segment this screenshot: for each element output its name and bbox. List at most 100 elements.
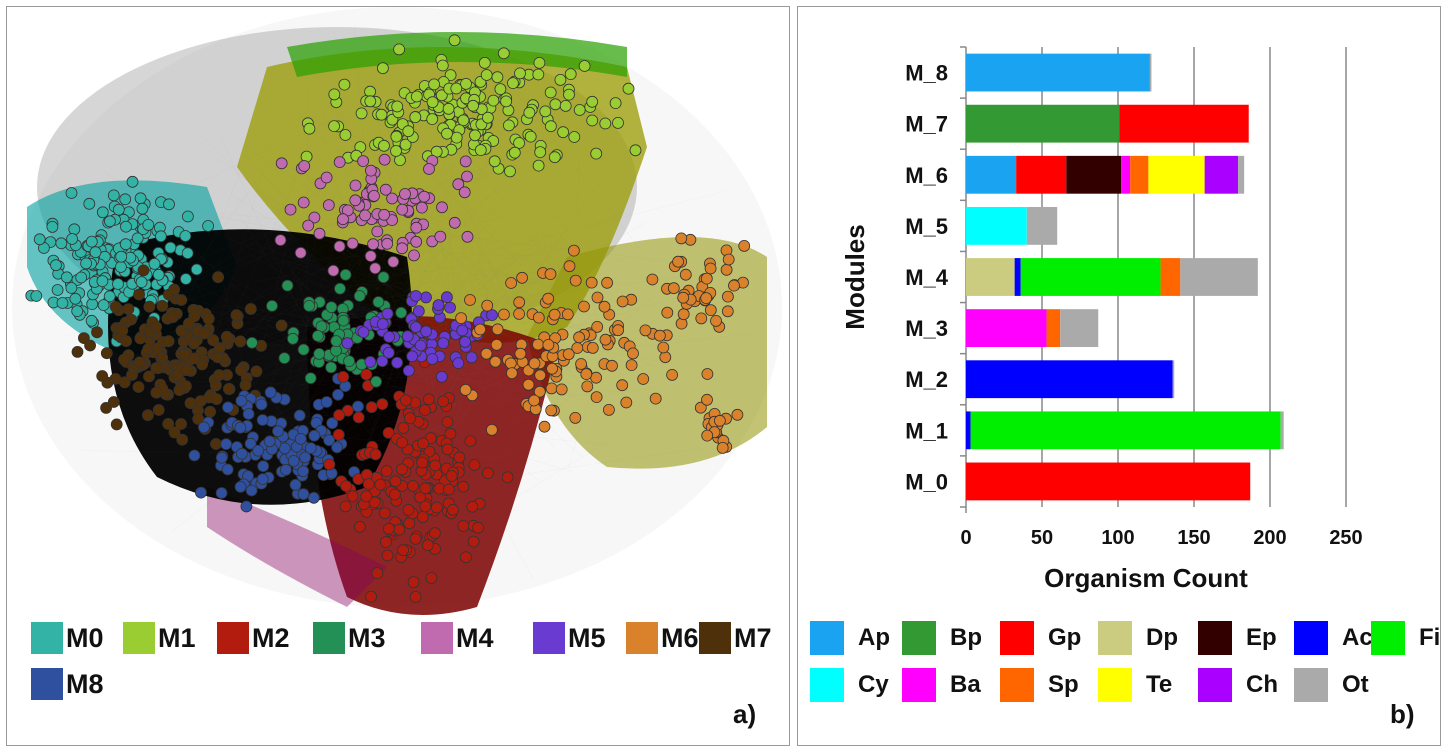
node-m0 (71, 305, 84, 318)
node-m1 (568, 131, 581, 143)
node-m7 (143, 370, 155, 383)
node-m6 (637, 373, 650, 385)
legend-swatch (217, 622, 249, 654)
node-m4 (459, 155, 472, 168)
node-m8 (235, 447, 248, 460)
node-m4 (349, 179, 362, 192)
node-m6 (714, 414, 726, 427)
node-m1 (450, 82, 463, 95)
node-m7 (137, 264, 150, 277)
bar-m_3-sp (1046, 309, 1061, 348)
node-m5 (383, 330, 396, 343)
node-m2 (407, 576, 420, 588)
node-m7 (132, 381, 145, 393)
node-m6 (513, 296, 526, 309)
legend-swatch (902, 621, 936, 655)
node-m0 (56, 297, 69, 309)
node-m4 (386, 192, 399, 205)
node-m7 (120, 335, 132, 348)
node-m4 (302, 219, 315, 232)
node-m3 (286, 332, 299, 345)
node-m2 (353, 520, 366, 533)
node-m6 (721, 305, 734, 318)
node-m3 (343, 355, 356, 368)
node-m2 (425, 572, 438, 584)
node-m0 (179, 230, 192, 242)
node-m4 (368, 189, 380, 202)
x-tick-label: 0 (960, 527, 971, 549)
node-m6 (485, 423, 498, 436)
legend-label: Cy (858, 671, 889, 698)
node-m6 (590, 391, 603, 404)
node-m2 (414, 491, 427, 504)
legend-label: M8 (66, 668, 104, 699)
node-m0 (50, 259, 62, 272)
node-m7 (100, 347, 113, 360)
node-m1 (474, 144, 487, 157)
node-m0 (86, 298, 99, 311)
node-m6 (722, 290, 734, 303)
node-m1 (444, 69, 457, 81)
node-m0 (97, 299, 110, 312)
node-m6 (720, 263, 733, 276)
legend-swatch (1294, 621, 1328, 655)
y-tick-label: M_7 (905, 112, 948, 137)
node-m3 (311, 330, 324, 342)
node-m4 (434, 230, 447, 243)
node-m1 (488, 155, 501, 168)
x-axis-title: Organism Count (1044, 563, 1248, 593)
node-m6 (738, 239, 751, 252)
node-m0 (89, 246, 102, 259)
node-m7 (178, 348, 191, 361)
node-m0 (30, 290, 43, 302)
node-m7 (168, 283, 181, 296)
node-m3 (304, 372, 317, 385)
node-m5 (420, 325, 433, 338)
node-m8 (320, 396, 333, 408)
node-m2 (466, 500, 479, 513)
node-m5 (412, 305, 425, 318)
node-m2 (402, 504, 415, 516)
node-m2 (346, 490, 359, 503)
node-m8 (308, 429, 321, 442)
node-m0 (115, 261, 127, 273)
x-tick-label: 150 (1177, 527, 1210, 549)
node-m7 (230, 309, 243, 322)
node-m8 (293, 409, 306, 422)
network-nodes (25, 34, 751, 603)
bar-m_1-fi (970, 411, 1281, 450)
node-m6 (504, 357, 517, 370)
node-m3 (395, 306, 408, 319)
node-m8 (278, 442, 291, 455)
legend-item-m3: M3 (313, 622, 386, 654)
node-m6 (657, 341, 670, 354)
node-m1 (390, 130, 403, 143)
node-m8 (297, 488, 310, 501)
node-m8 (256, 473, 269, 486)
legend-item-m8: M8 (31, 668, 104, 700)
node-m2 (360, 490, 373, 503)
node-m0 (68, 223, 81, 236)
node-m5 (420, 291, 432, 304)
node-m1 (328, 120, 341, 132)
legend-item-ba: Ba (902, 668, 981, 702)
node-m6 (581, 380, 594, 393)
node-m6 (591, 291, 604, 304)
node-m7 (275, 319, 288, 332)
bar-m_0-gp (966, 462, 1251, 501)
node-m7 (244, 303, 257, 315)
node-m2 (360, 368, 373, 381)
node-m1 (428, 78, 441, 91)
node-m7 (213, 369, 226, 382)
node-m6 (481, 299, 494, 312)
node-m2 (337, 370, 350, 383)
node-m8 (188, 449, 201, 462)
node-m2 (417, 437, 430, 450)
node-m1 (508, 146, 521, 159)
node-m0 (85, 235, 98, 248)
node-m7 (134, 332, 147, 345)
legend-item-m7: M7 (699, 622, 772, 654)
legend-item-gp: Gp (1000, 621, 1081, 655)
node-m0 (107, 189, 120, 202)
node-m5 (414, 339, 427, 352)
